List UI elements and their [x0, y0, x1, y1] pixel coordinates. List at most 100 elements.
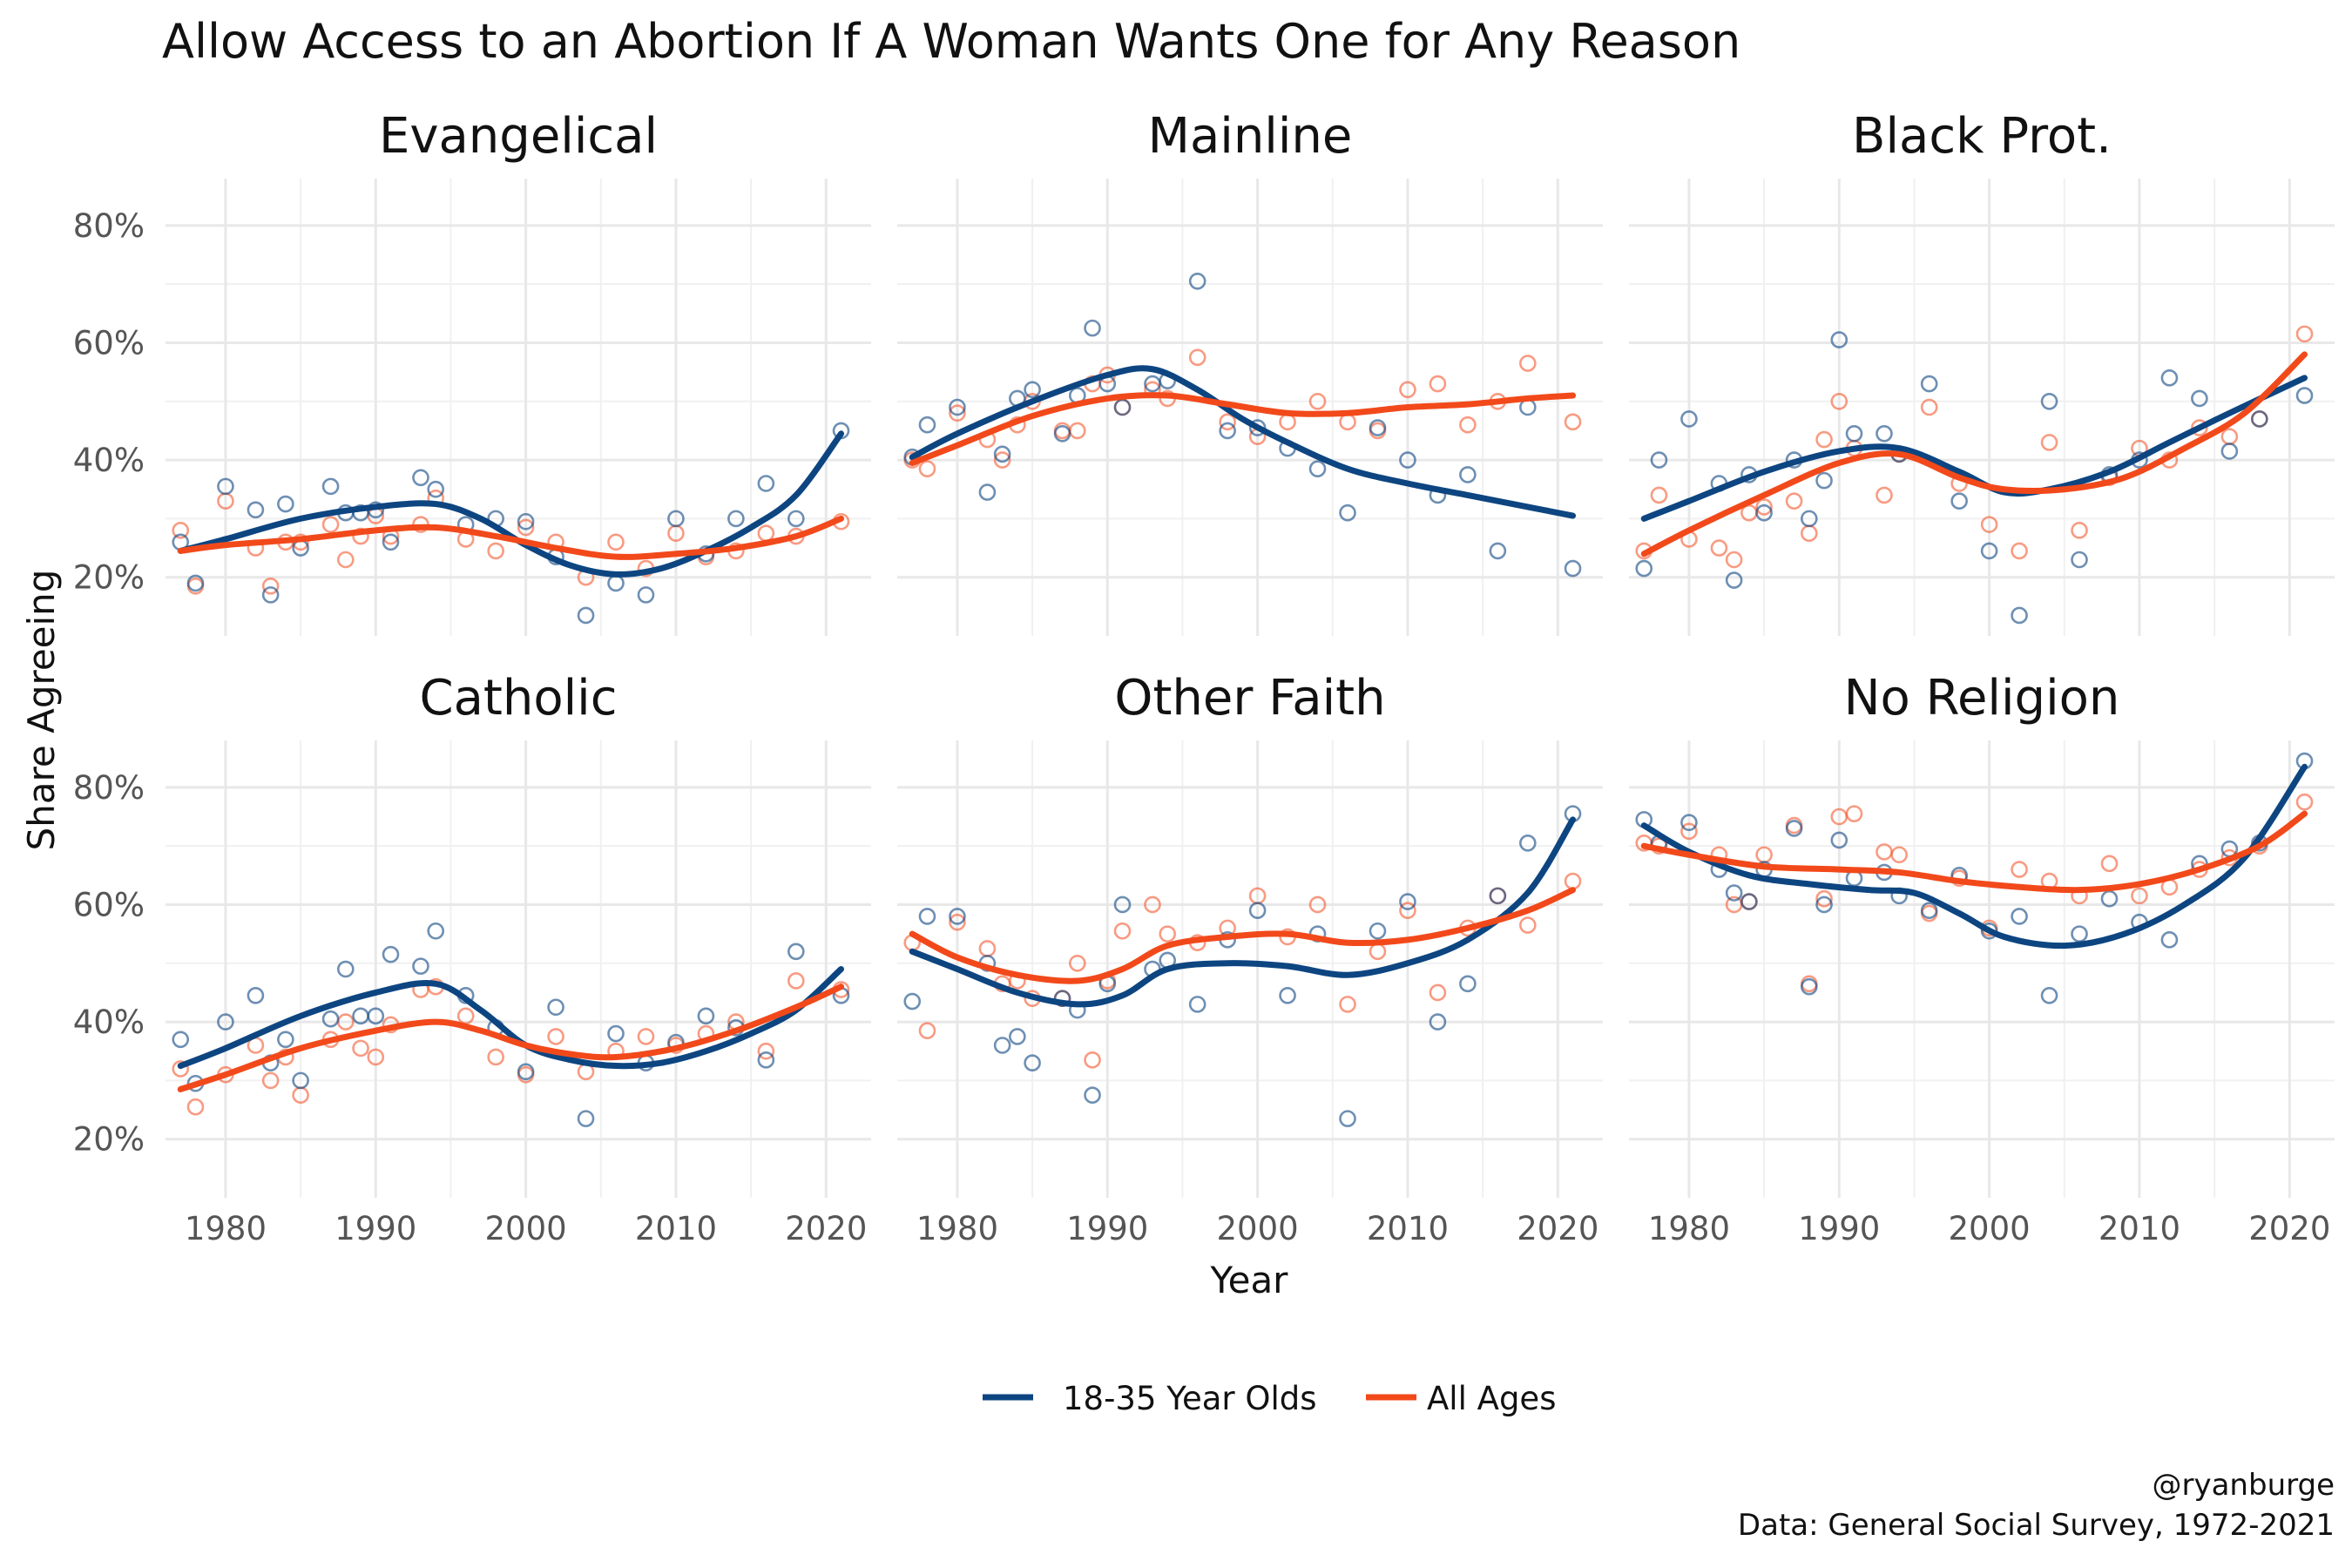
data-point-all-ages: [1339, 996, 1356, 1013]
data-point-18-35-year-olds: [1815, 471, 1833, 490]
data-point-all-ages: [993, 451, 1011, 469]
data-point-18-35-year-olds: [1680, 410, 1698, 428]
data-point-all-ages: [1830, 392, 1848, 410]
data-point-18-35-year-olds: [1920, 375, 1938, 393]
data-point-18-35-year-olds: [1369, 419, 1387, 436]
trend-line-18-35-year-olds: [909, 365, 1577, 519]
y-tick-label: 40%: [73, 442, 145, 479]
y-axis-label: Share Agreeing: [20, 570, 63, 851]
data-point-18-35-year-olds: [2160, 931, 2179, 949]
data-point-18-35-year-olds: [1053, 424, 1071, 443]
data-point-18-35-year-olds: [1084, 319, 1101, 337]
data-point-18-35-year-olds: [1399, 451, 1416, 469]
data-point-18-35-year-olds: [1801, 510, 1818, 528]
data-point-18-35-year-olds: [2160, 369, 2179, 387]
data-point-18-35-year-olds: [1755, 504, 1773, 522]
data-point-18-35-year-olds: [1876, 424, 1893, 443]
data-point-18-35-year-olds: [427, 922, 445, 940]
data-point-18-35-year-olds: [1339, 504, 1356, 522]
legend-label-young: 18-35 Year Olds: [1063, 1380, 1317, 1417]
panel-mainline: Mainline: [897, 108, 1603, 636]
data-point-all-ages: [918, 1022, 936, 1039]
x-tick-label: 2020: [2248, 1210, 2330, 1247]
data-point-18-35-year-olds: [1980, 542, 1998, 560]
data-point-all-ages: [918, 460, 936, 477]
data-point-18-35-year-olds: [1489, 887, 1507, 905]
panel-title-evangelical: Evangelical: [379, 108, 658, 165]
data-point-all-ages: [1876, 486, 1893, 504]
data-point-all-ages: [1429, 983, 1447, 1002]
data-point-18-35-year-olds: [727, 510, 745, 528]
data-point-18-35-year-olds: [1845, 424, 1863, 443]
data-point-all-ages: [1680, 822, 1698, 841]
data-point-18-35-year-olds: [1950, 492, 1968, 510]
y-tick-label: 40%: [73, 1004, 145, 1041]
x-tick-label: 1990: [1798, 1210, 1880, 1247]
data-point-18-35-year-olds: [277, 495, 294, 513]
data-point-18-35-year-olds: [2071, 551, 2088, 569]
x-tick-label: 2010: [1367, 1210, 1449, 1247]
data-point-18-35-year-olds: [978, 483, 997, 501]
data-point-18-35-year-olds: [412, 469, 429, 487]
data-point-18-35-year-olds: [1830, 331, 1848, 348]
panel-evangelical: Evangelical 20% 40% 60% 80%: [73, 108, 871, 636]
data-point-18-35-year-olds: [277, 1031, 294, 1049]
data-point-18-35-year-olds: [757, 1051, 775, 1069]
data-point-18-35-year-olds: [1785, 820, 1803, 837]
data-point-18-35-year-olds: [337, 960, 355, 978]
y-tick-label: 60%: [73, 324, 145, 362]
trend-line-all-ages: [177, 983, 845, 1092]
data-point-18-35-year-olds: [172, 1031, 190, 1049]
data-point-18-35-year-olds: [577, 606, 595, 625]
data-point-18-35-year-olds: [2040, 392, 2058, 410]
data-point-all-ages: [1339, 413, 1356, 431]
data-point-all-ages: [757, 524, 775, 543]
data-point-all-ages: [949, 913, 966, 931]
data-point-18-35-year-olds: [1725, 884, 1743, 902]
x-tick-label: 2010: [635, 1210, 717, 1247]
data-point-18-35-year-olds: [1920, 902, 1938, 919]
x-tick-label: 2020: [785, 1210, 867, 1247]
data-point-all-ages: [1519, 916, 1537, 934]
data-point-18-35-year-olds: [949, 398, 966, 416]
chart-title: Allow Access to an Abortion If A Woman W…: [162, 14, 1740, 69]
data-point-all-ages: [1564, 872, 1582, 890]
data-point-all-ages: [367, 1048, 385, 1066]
trend-line-18-35-year-olds: [1640, 763, 2308, 950]
data-point-18-35-year-olds: [547, 998, 564, 1017]
data-point-all-ages: [2220, 428, 2239, 445]
data-point-all-ages: [1159, 925, 1177, 943]
data-point-all-ages: [321, 516, 340, 533]
trend-line-all-ages: [909, 887, 1577, 984]
data-point-all-ages: [2191, 419, 2208, 436]
data-point-all-ages: [1069, 954, 1086, 972]
data-point-all-ages: [352, 527, 369, 545]
x-tick-label: 1980: [185, 1210, 267, 1247]
data-point-18-35-year-olds: [2220, 443, 2239, 460]
data-point-all-ages: [172, 1060, 190, 1078]
data-point-18-35-year-olds: [787, 943, 805, 961]
y-tick-label: 80%: [73, 769, 145, 807]
data-point-all-ages: [607, 533, 625, 551]
data-point-18-35-year-olds: [918, 416, 936, 434]
data-point-all-ages: [2131, 887, 2148, 905]
data-point-18-35-year-olds: [1519, 834, 1537, 852]
data-point-all-ages: [1459, 416, 1477, 434]
x-tick-label: 1990: [335, 1210, 416, 1247]
data-point-18-35-year-olds: [1084, 1086, 1101, 1105]
data-point-all-ages: [1650, 486, 1668, 504]
data-point-18-35-year-olds: [1024, 381, 1041, 399]
panel-title-catholic: Catholic: [419, 670, 617, 727]
data-point-all-ages: [261, 1071, 280, 1090]
data-point-all-ages: [949, 404, 966, 422]
data-point-18-35-year-olds: [2251, 410, 2268, 428]
data-point-18-35-year-olds: [903, 992, 922, 1010]
data-point-18-35-year-olds: [367, 1007, 385, 1025]
y-tick-label: 20%: [73, 559, 145, 597]
data-point-18-35-year-olds: [1308, 460, 1327, 477]
panel-title-other-faith: Other Faith: [1114, 670, 1385, 727]
data-point-all-ages: [1710, 539, 1728, 557]
data-point-all-ages: [757, 1042, 775, 1060]
x-tick-label: 2000: [485, 1210, 567, 1247]
data-point-18-35-year-olds: [993, 445, 1011, 463]
